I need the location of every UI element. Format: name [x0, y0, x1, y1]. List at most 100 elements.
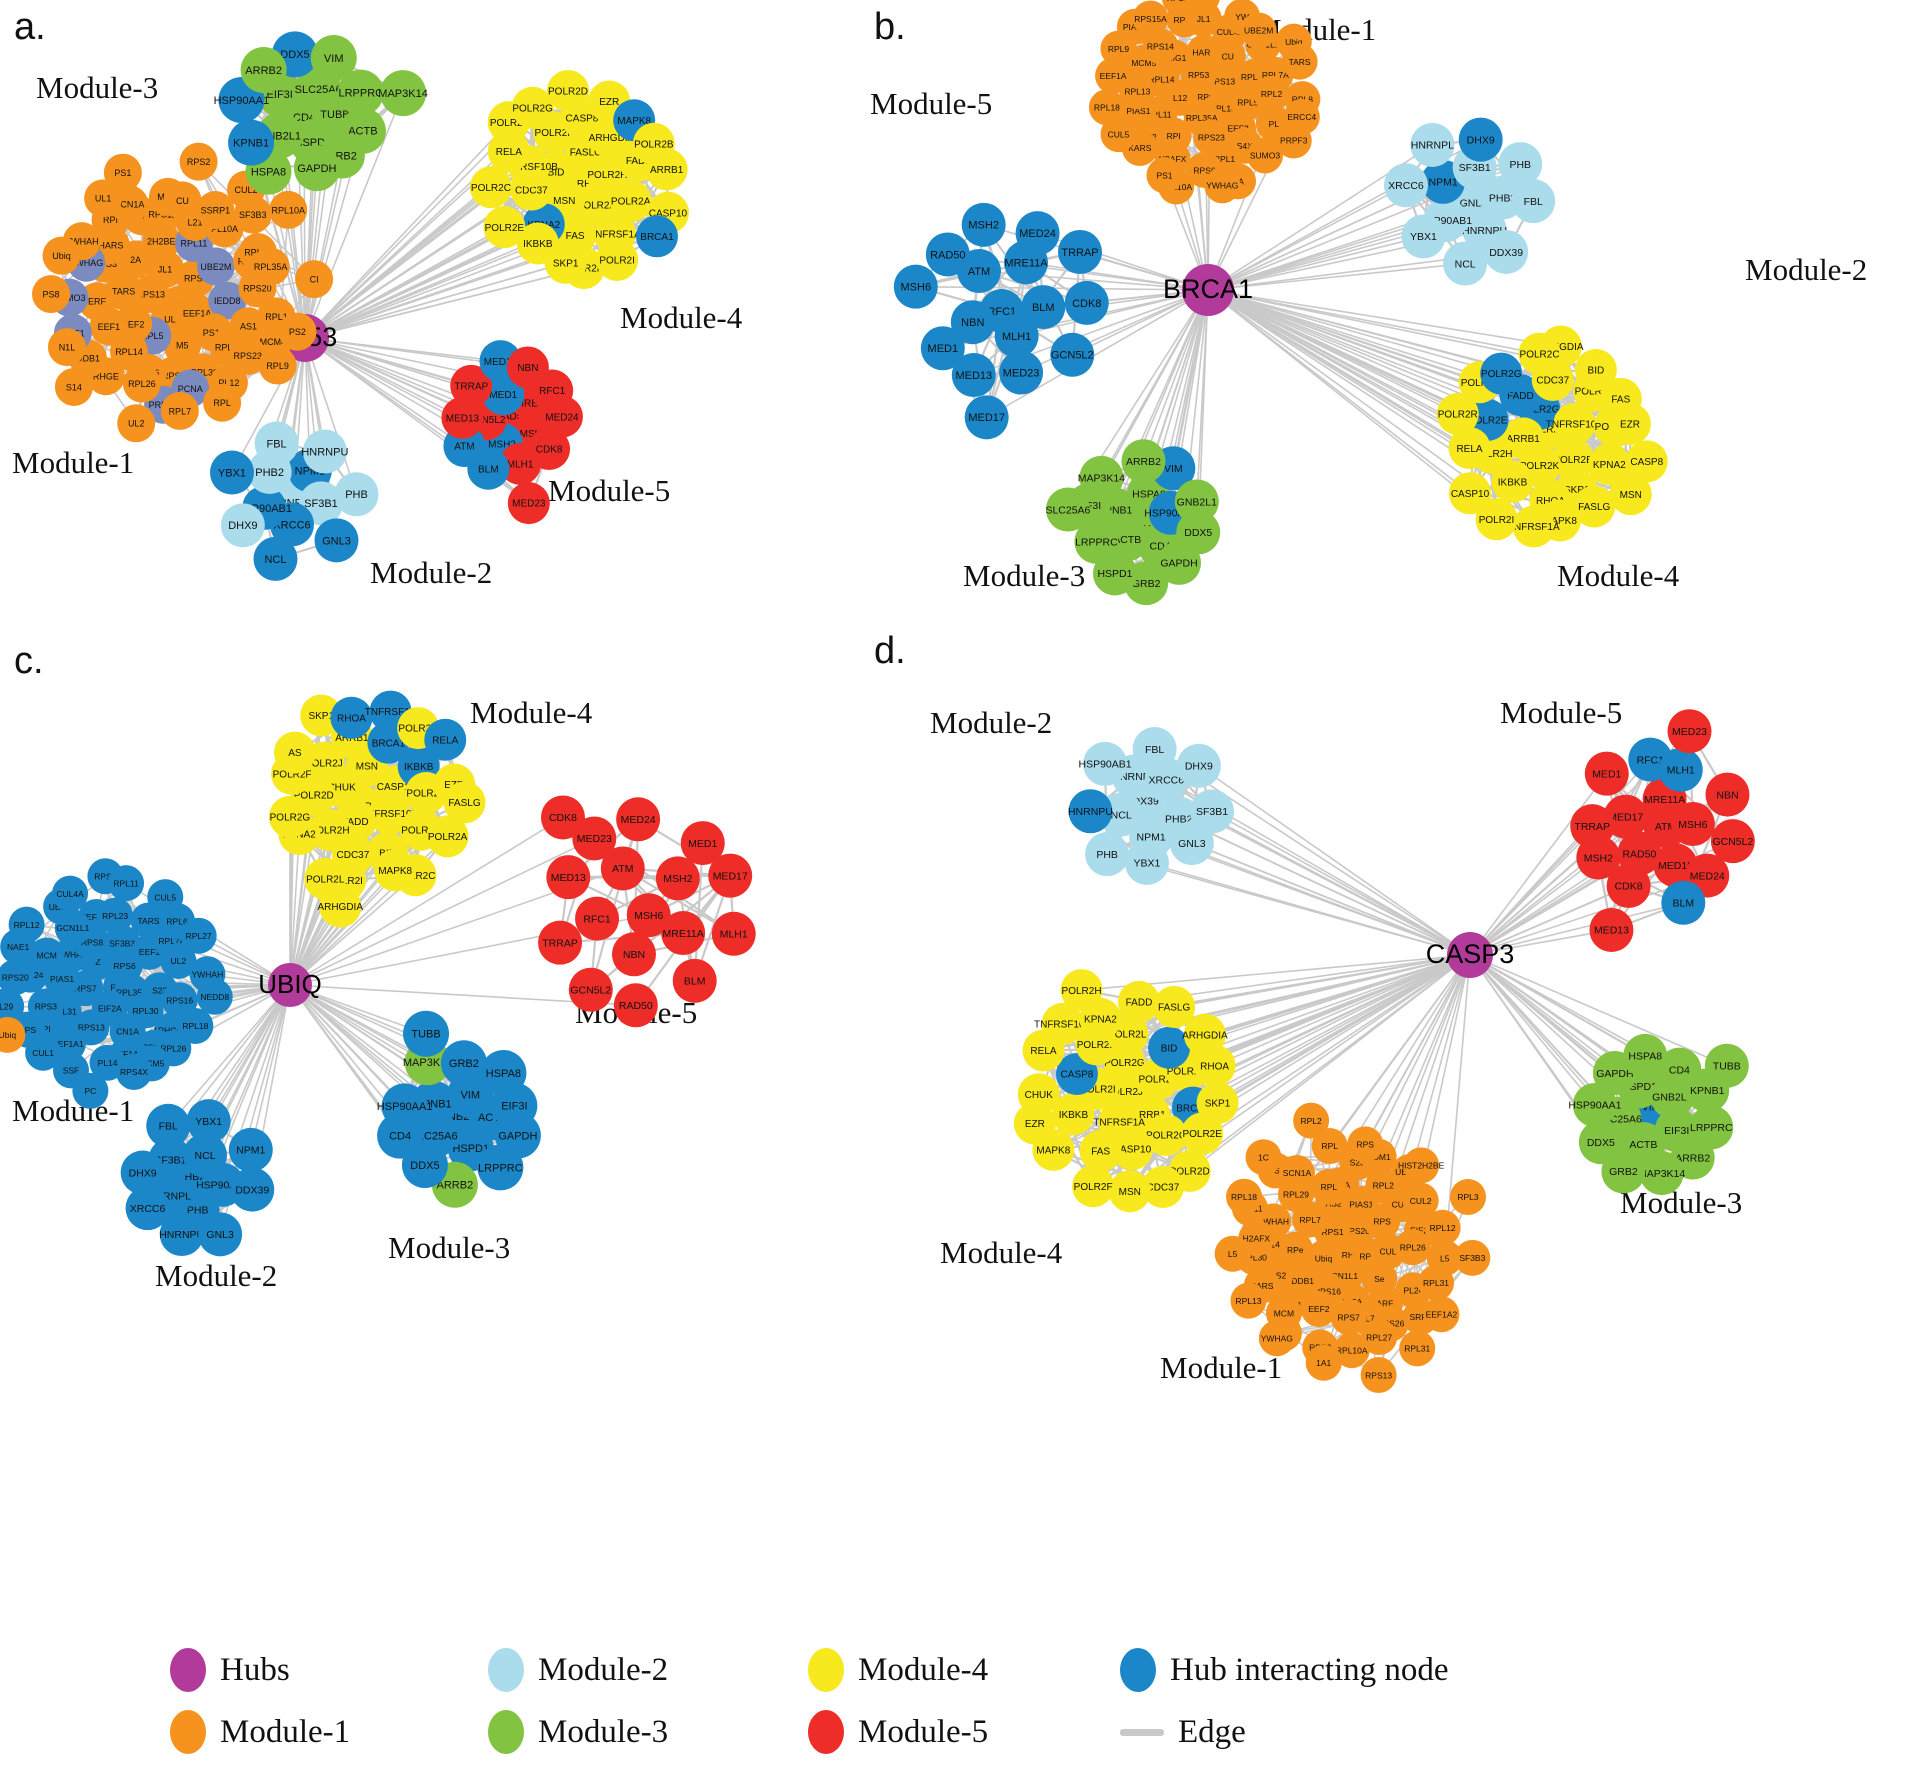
network-node[interactable]: NBN — [1705, 772, 1750, 817]
network-node[interactable]: RPL26 — [1394, 1229, 1431, 1266]
network-node[interactable]: YBX1 — [1124, 840, 1169, 885]
network-node[interactable]: MED24 — [616, 797, 661, 842]
network-node[interactable]: RPL27 — [180, 917, 217, 954]
network-node[interactable]: GRB2 — [440, 1040, 487, 1087]
network-node[interactable]: DDX39 — [1484, 229, 1529, 274]
network-node[interactable]: EEF1A2 — [1423, 1296, 1460, 1333]
network-node[interactable]: ARRB2 — [1121, 439, 1166, 484]
network-node[interactable]: POLR2G — [268, 795, 311, 838]
network-node[interactable]: MED23 — [999, 350, 1044, 395]
network-node[interactable]: POLR2F — [1072, 1165, 1115, 1208]
network-node[interactable]: YBX1 — [186, 1099, 231, 1144]
network-node[interactable]: MED17 — [708, 853, 753, 898]
network-node[interactable]: SKP1 — [1196, 1081, 1239, 1124]
network-node[interactable]: MED1 — [1584, 751, 1629, 796]
network-node[interactable]: NBN — [611, 932, 656, 977]
network-node[interactable]: ARRB2 — [240, 46, 287, 93]
network-node[interactable]: EEF2 — [1300, 1290, 1337, 1327]
network-node[interactable]: FBL — [146, 1103, 191, 1148]
network-node[interactable]: YBX1 — [209, 450, 254, 495]
network-node[interactable]: CUL4A — [52, 875, 89, 912]
network-node[interactable]: POLR2G — [1480, 352, 1523, 395]
network-node[interactable]: MAPK8 — [374, 849, 417, 892]
network-node[interactable]: MED13 — [1589, 907, 1634, 952]
network-node[interactable]: POLR2A — [426, 815, 469, 858]
network-node[interactable]: MSH2 — [961, 202, 1006, 247]
network-node[interactable]: RPL18 — [1088, 89, 1125, 126]
network-node[interactable]: TUBB — [403, 1010, 450, 1057]
network-node[interactable]: GCN5L2 — [568, 967, 613, 1012]
network-node[interactable]: FADD — [1117, 980, 1160, 1023]
network-node[interactable]: CASP10 — [1448, 472, 1491, 515]
network-node[interactable]: RPL35A — [251, 247, 290, 286]
network-node[interactable]: TARS — [1281, 43, 1318, 80]
network-node[interactable]: TRRAP — [1057, 230, 1102, 275]
network-node[interactable]: RPL10A — [269, 190, 308, 229]
network-node[interactable]: RPL27 — [1361, 1319, 1398, 1356]
network-node[interactable]: DDX39 — [230, 1167, 275, 1212]
network-node[interactable]: PHB — [334, 472, 379, 517]
network-node[interactable]: FBL — [254, 421, 299, 466]
network-node[interactable]: RPL31 — [1418, 1264, 1455, 1301]
network-node[interactable]: N1L — [47, 328, 86, 367]
network-node[interactable]: DHX9 — [1176, 743, 1221, 788]
network-node[interactable]: CDK8 — [1064, 280, 1109, 325]
network-node[interactable]: MED13 — [546, 855, 591, 900]
network-node[interactable]: LRPPRC — [477, 1144, 524, 1191]
network-node[interactable]: POLR2C — [469, 166, 512, 209]
network-node[interactable]: UL2 — [117, 404, 156, 443]
network-node[interactable]: NCL — [1443, 241, 1488, 286]
network-node[interactable]: 1A1 — [1305, 1344, 1342, 1381]
network-node[interactable] — [1182, 264, 1234, 316]
network-node[interactable]: RPL7 — [160, 391, 199, 430]
network-node[interactable]: RPS13 — [1360, 1357, 1397, 1393]
network-node[interactable]: RAD50 — [613, 983, 658, 1028]
network-node[interactable]: MSH6 — [1670, 801, 1715, 846]
network-node[interactable]: FBL — [1132, 727, 1177, 772]
network-node[interactable]: RPL — [1310, 1168, 1347, 1205]
network-node[interactable]: MSH6 — [893, 264, 938, 309]
network-node[interactable]: DDX5 — [1578, 1120, 1623, 1165]
network-node[interactable]: NCL — [253, 536, 298, 581]
network-node[interactable]: MLH1 — [1658, 747, 1703, 792]
network-node[interactable]: RAD50 — [925, 232, 970, 277]
network-node[interactable]: RPL3 — [1450, 1178, 1487, 1215]
network-node[interactable]: RFC1 — [575, 896, 620, 941]
network-node[interactable]: DHX9 — [1458, 117, 1503, 162]
network-node[interactable]: SCN1A — [1278, 1154, 1315, 1191]
network-node[interactable]: CU — [163, 181, 202, 220]
network-node[interactable]: MED23 — [507, 482, 550, 525]
network-node[interactable]: UBE2M — [1240, 12, 1277, 49]
network-node[interactable]: GAPDH — [293, 145, 340, 192]
network-node[interactable]: MLH1 — [711, 911, 756, 956]
network-node[interactable]: RPL13 — [1230, 1282, 1267, 1319]
network-node[interactable]: MED1 — [920, 326, 965, 371]
network-node[interactable]: MRE11A — [661, 911, 706, 956]
network-node[interactable]: 1C — [1245, 1139, 1282, 1176]
network-node[interactable]: MED24 — [1015, 211, 1060, 256]
network-node[interactable]: MSN — [1609, 473, 1652, 516]
network-node[interactable]: CI — [295, 260, 334, 299]
network-node[interactable] — [1447, 932, 1493, 978]
network-node[interactable]: TRRAP — [538, 920, 583, 965]
network-node[interactable]: PHB — [1085, 832, 1130, 877]
network-node[interactable]: HNRNPL — [1410, 122, 1455, 167]
network-node[interactable]: UBE2M — [196, 247, 235, 286]
network-node[interactable]: BLM — [672, 958, 717, 1003]
network-node[interactable]: RPS — [1347, 1126, 1384, 1163]
network-node[interactable]: RHOA — [330, 696, 373, 739]
network-node[interactable]: L5 — [1214, 1235, 1251, 1272]
network-node[interactable]: TRRAP — [1570, 804, 1615, 849]
network-node[interactable]: SUMO3 — [1246, 137, 1283, 174]
network-node[interactable]: RPS2 — [179, 142, 218, 181]
network-node[interactable]: MED17 — [964, 395, 1009, 440]
network-node[interactable]: POLR2D — [547, 69, 590, 112]
network-node[interactable]: MSH2 — [655, 856, 700, 901]
network-node[interactable]: MED23 — [1667, 709, 1712, 754]
network-node[interactable]: CDK8 — [540, 795, 585, 840]
network-node[interactable]: PS1 — [103, 153, 142, 192]
network-node[interactable]: RPL — [203, 383, 242, 422]
network-node[interactable]: RPL23 — [97, 897, 134, 934]
network-node[interactable]: CHUK — [1017, 1073, 1060, 1116]
network-node[interactable]: RHOA — [1193, 1044, 1236, 1087]
